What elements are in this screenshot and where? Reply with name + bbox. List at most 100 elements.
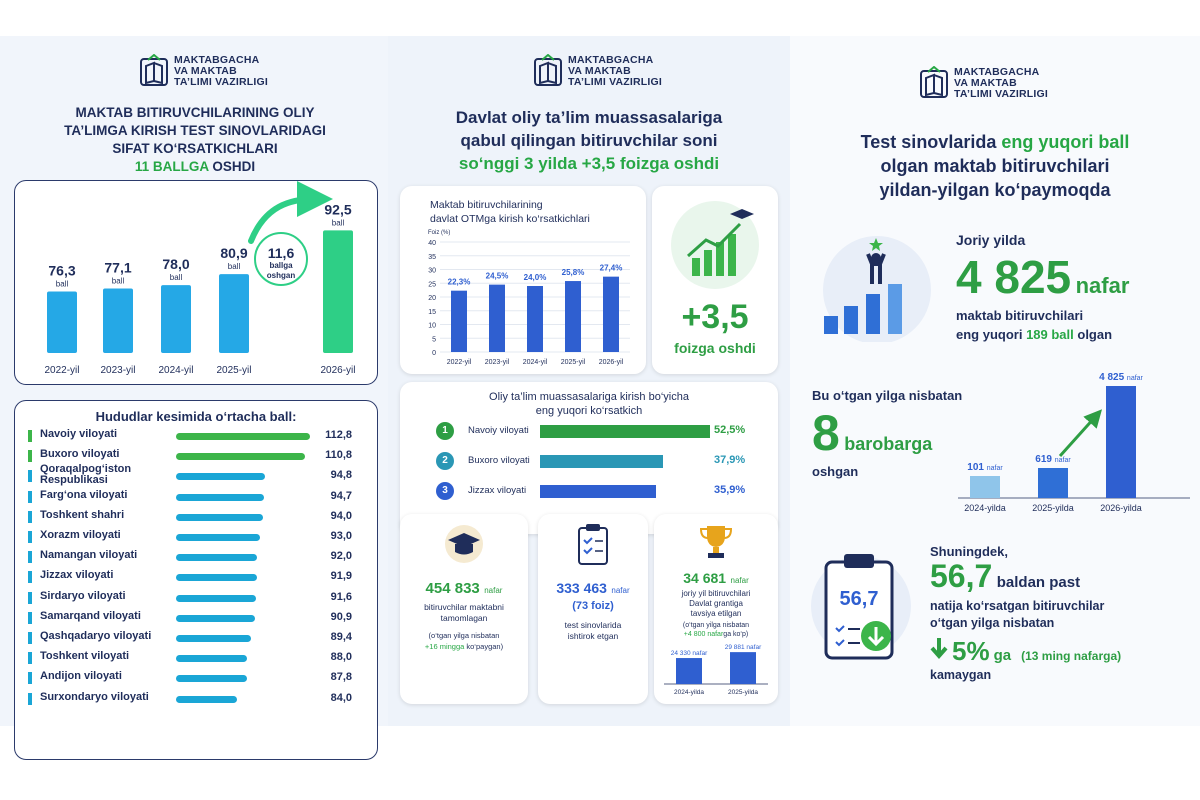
region-value: 91,9 [330, 570, 352, 583]
region-marker [28, 571, 32, 584]
grant-value-label: 24 330 nafar [671, 650, 708, 657]
book-logo-icon [534, 54, 562, 86]
score-chart-card: 76,3 ball 2022-yil 77,1 ball 2023-yil 78,0 ball… [14, 180, 378, 385]
logo-line: VA MAKTAB [174, 64, 237, 77]
region-bar [176, 635, 251, 642]
score-bar [219, 274, 249, 353]
decrease-percent: 5% [952, 636, 990, 666]
low-score-caption: natija ko‘rsatgan bitiruvchilar o‘tgan y… [930, 598, 1104, 632]
y-tick-label: 5 [432, 336, 436, 343]
region-row: Jizzax viloyati 91,9 [28, 569, 358, 585]
region-name: Surxondaryo viloyati [40, 690, 149, 703]
region-row: Samarqand viloyati 90,9 [28, 610, 358, 626]
region-name: Andijon viloyati [40, 670, 122, 683]
low-score-value: 56,7 [930, 558, 993, 594]
graduates-caption: bitiruvchilar maktabni tamomlagan [400, 602, 528, 624]
top-regions-title-line: eng yuqori ko‘rsatkich [535, 405, 643, 417]
title-line: olgan maktab bitiruvchilari [880, 156, 1110, 176]
y-axis-title: Foiz (%) [428, 230, 450, 236]
graduates-value: 454 833 [425, 580, 480, 597]
region-marker [28, 450, 32, 463]
title-line: yildan-yilgan ko‘paymoqda [879, 180, 1111, 200]
growth-caption: oshgan [266, 271, 296, 280]
clipboard-score: 56,7 [839, 588, 879, 610]
y-tick-label: 15 [428, 309, 436, 316]
score-year-label: 2022-yil [44, 365, 79, 376]
grant-unit: nafar [730, 576, 749, 585]
current-year-line: maktab bitiruvchilari [956, 308, 1084, 323]
score-bar-chart: 76,3ball2022-yil77,1ball2023-yil78,0ball… [44, 181, 356, 376]
grant-line: Davlat grantiga [689, 599, 743, 608]
region-bar [176, 473, 265, 481]
region-name: Qashqadaryo viloyati [40, 630, 152, 642]
logo-line: MAKTABGACHA [174, 53, 260, 66]
region-value: 93,0 [330, 530, 352, 542]
growth-chart-icon [671, 201, 759, 289]
clipboard-icon [578, 524, 608, 565]
compare-word: barobarga [844, 434, 933, 454]
growth-badge [254, 232, 308, 286]
participants-card: 333 463 nafar (73 foiz) test sinovlarida… [538, 514, 648, 704]
region-marker [28, 672, 32, 685]
score-unit-label: ball [112, 277, 125, 286]
score-year-label: 2023-yil [100, 365, 135, 376]
region-value: 110,8 [325, 449, 352, 462]
region-bar [176, 453, 306, 461]
current-year-highlight: 189 ball [1026, 327, 1074, 342]
increase-arrow-icon [1058, 409, 1103, 458]
decrease-suffix: ga [993, 647, 1012, 664]
grant-value-label: 29 881 nafar [725, 644, 762, 651]
region-row: Navoiy viloyati 112,8 [28, 428, 358, 444]
top-score-unit-label: nafar [1055, 457, 1072, 464]
rank-bar [540, 425, 710, 438]
book-logo-icon [140, 54, 168, 86]
title-tail: OSHDI [212, 159, 256, 174]
y-tick-label: 40 [428, 240, 436, 247]
admission-chart-card: Maktab bitiruvchilarining davlat OTMga k… [400, 186, 646, 374]
top-score-value-label: 4 825 nafar [1099, 372, 1143, 383]
region-row: Namangan viloyati 92,0 [28, 549, 358, 565]
regions-title: Hududlar kesimida o‘rtacha ball: [95, 409, 297, 424]
region-value: 87,8 [330, 671, 352, 684]
y-tick-label: 30 [428, 268, 436, 275]
grant-card: 34 681 nafar joriy yil bitiruvchilari Da… [654, 514, 778, 704]
region-row: Qashqadaryo viloyati 89,4 [28, 630, 358, 646]
ministry-logo: MAKTABGACHA VA MAKTAB TA’LIMI VAZIRLIGI [140, 54, 268, 88]
region-bar [176, 695, 238, 703]
score-year-label: 2024-yil [158, 365, 193, 376]
score-year-label: 2025-yil [216, 365, 251, 376]
region-name: Sirdaryo viloyati [40, 589, 126, 602]
book-logo-icon [920, 66, 948, 98]
admission-bar [489, 284, 505, 352]
infographic-panel-admission: MAKTABGACHA VA MAKTAB TA’LIMI VAZIRLIGI Da… [388, 36, 790, 726]
y-tick-label: 20 [428, 295, 436, 302]
title-highlight: so‘nggi 3 yilda +3,5 foizga oshdi [458, 154, 720, 173]
logo-line: TA’LIMI VAZIRLIGI [568, 75, 663, 88]
top-score-bar [1038, 468, 1068, 498]
title-line: SIFAT KO‘RSATKICHLARI [112, 141, 278, 156]
score-year-label: 2026-yil [320, 365, 355, 376]
top-score-value-label: 101 nafar [967, 462, 1003, 473]
admission-year-label: 2022-yil [447, 359, 472, 366]
admission-value-label: 24,0% [524, 273, 547, 282]
grant-note-tail: ga ko‘p) [723, 631, 749, 638]
rank-region-name: Buxoro viloyati [468, 455, 530, 466]
graduates-unit: nafar [484, 586, 503, 595]
participants-line: ishtirok etgan [567, 631, 619, 641]
top-score-unit-label: nafar [987, 465, 1004, 472]
score-value-label: 77,1 [104, 260, 131, 276]
region-value: 90,9 [330, 610, 352, 623]
region-bar [176, 574, 258, 582]
increase-value: +3,5 [681, 298, 749, 336]
compare-caption: oshgan [812, 464, 859, 479]
grant-year-label: 2024-yilda [674, 689, 704, 696]
rank-badge: 3 [436, 482, 454, 500]
current-year-caption: maktab bitiruvchilari eng yuqori 189 bal… [956, 306, 1112, 344]
region-value: 94,8 [330, 469, 352, 482]
graduates-note: (o‘tgan yilga nisbatan +16 mingga ko‘pay… [400, 630, 528, 652]
region-value: 92,0 [330, 550, 352, 563]
title-line: qabul qilingan bitiruvchilar soni [460, 131, 718, 150]
growth-value: 11,6 [267, 245, 295, 261]
region-value: 94,7 [330, 489, 352, 502]
participants-value: 333 463 [556, 580, 607, 596]
